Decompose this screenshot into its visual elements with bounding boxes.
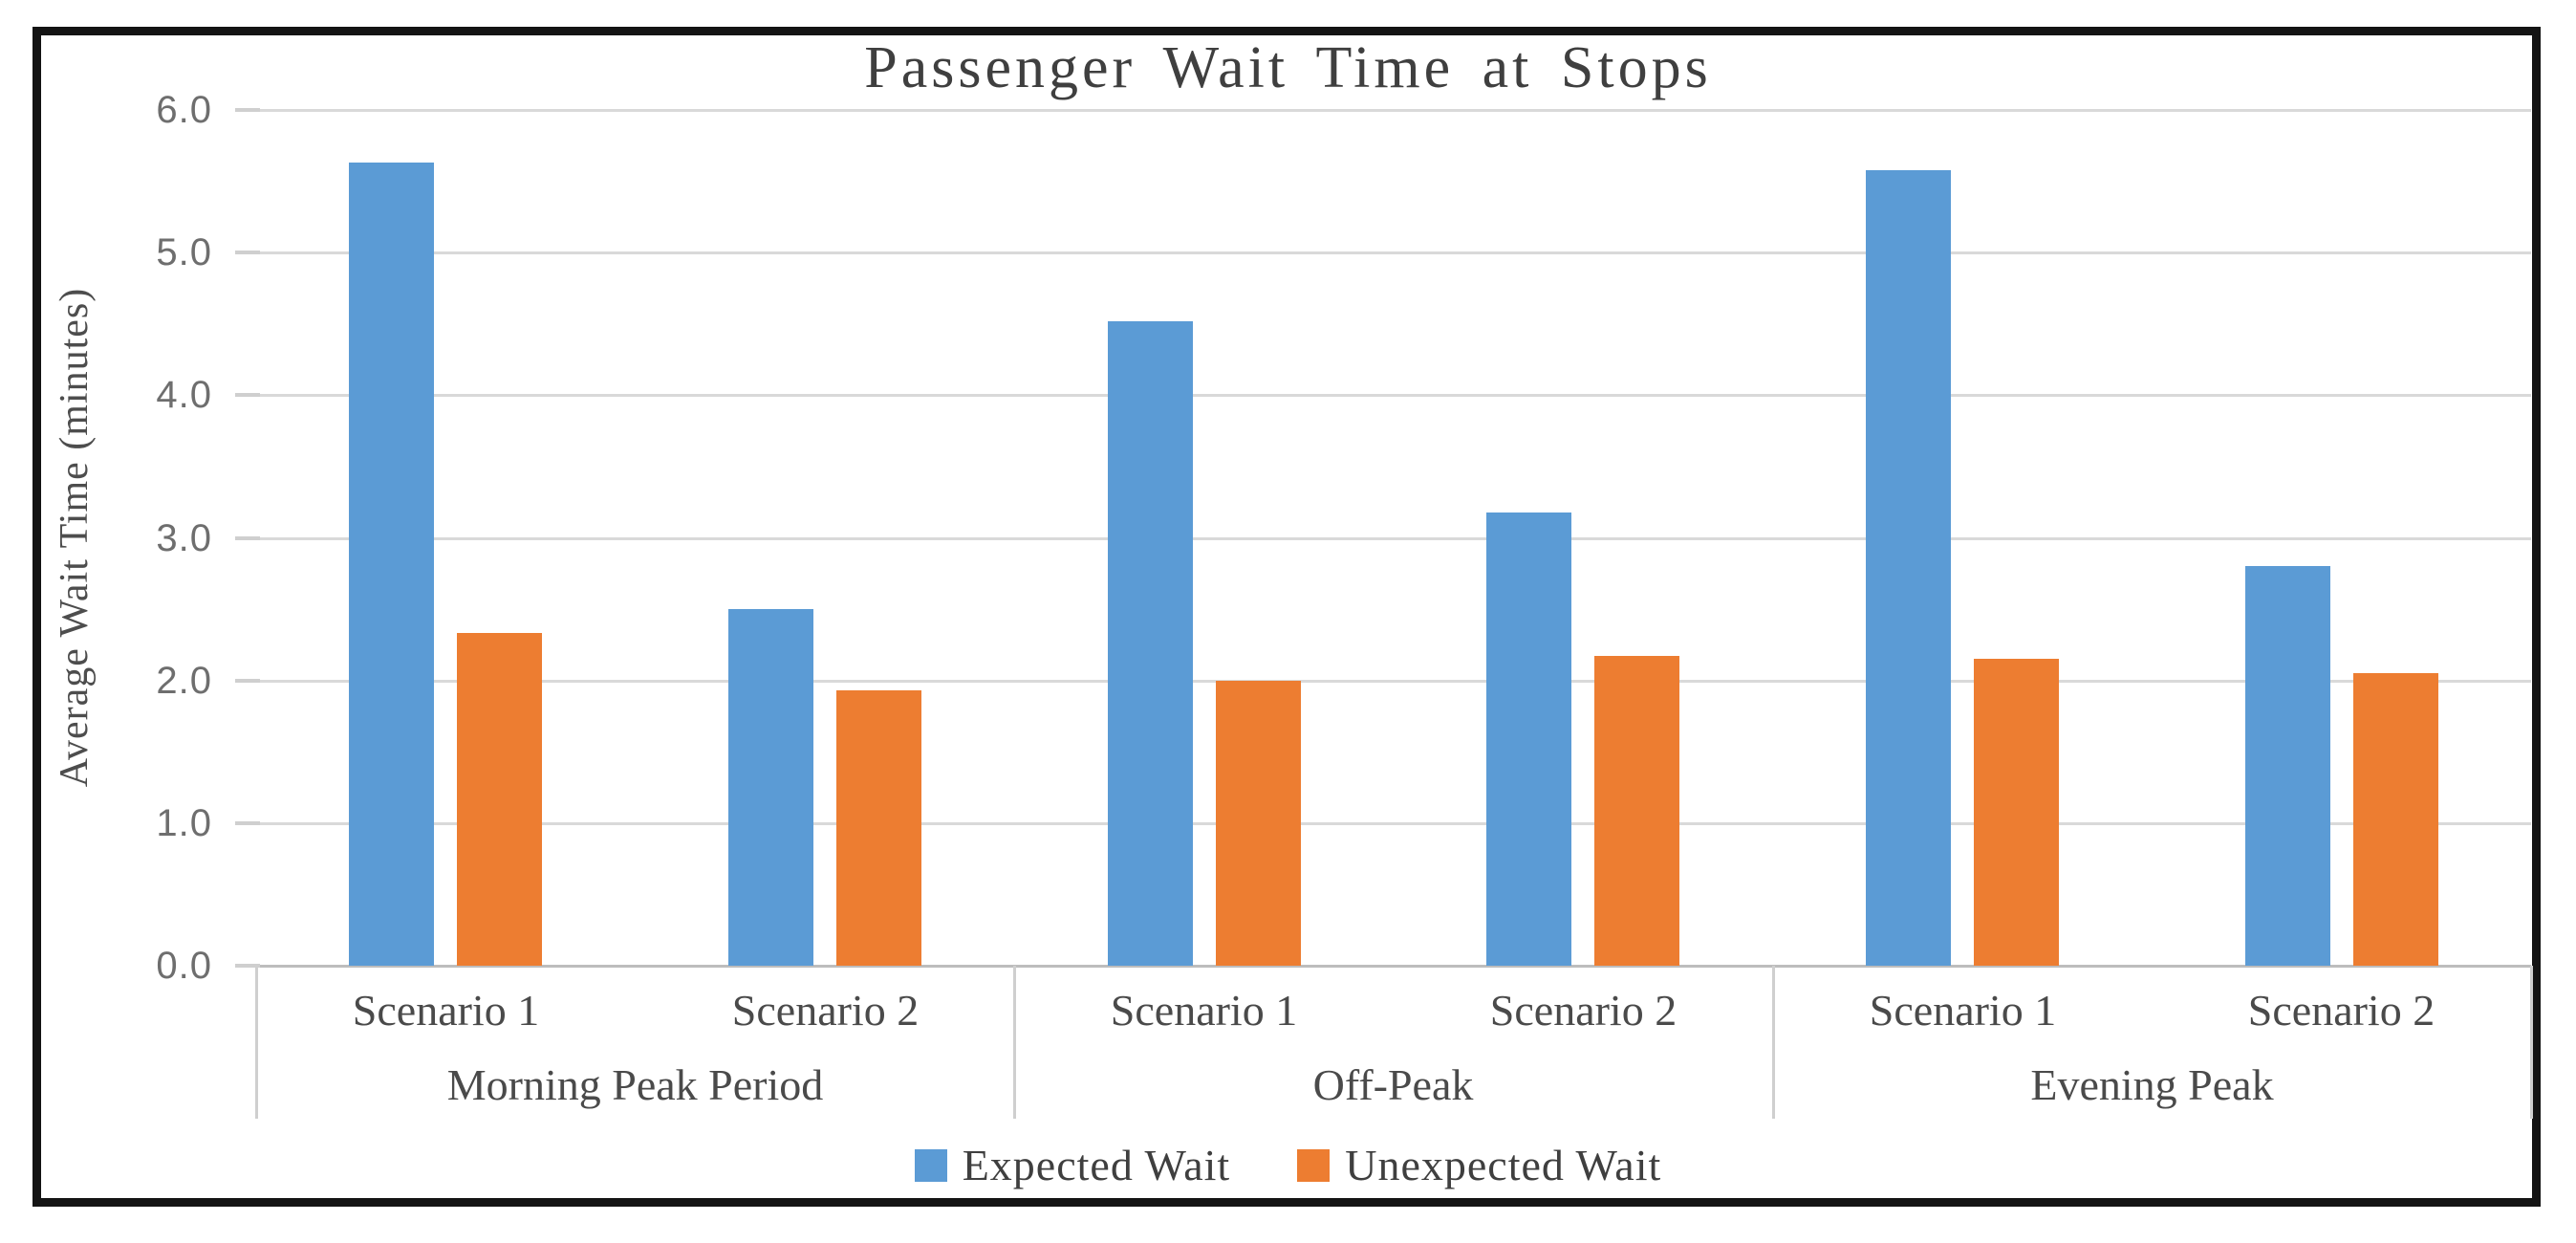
bar-expected-wait	[728, 609, 813, 966]
chart-outer-frame	[32, 27, 2541, 1207]
legend-item-unexpected-wait: Unexpected Wait	[1297, 1140, 1661, 1190]
gridline	[256, 109, 2531, 112]
bar-unexpected-wait	[1594, 656, 1679, 966]
x-axis-line	[256, 965, 2531, 968]
category-label-scenario: Scenario 1	[1110, 986, 1298, 1035]
category-axis-divider	[1013, 966, 1016, 1119]
category-group-label: Evening Peak	[2030, 1060, 2274, 1109]
bar-unexpected-wait	[836, 690, 921, 966]
category-group-label: Off-Peak	[1312, 1060, 1474, 1109]
y-tick-label: 2.0	[156, 660, 212, 702]
legend-item-expected-wait: Expected Wait	[914, 1140, 1231, 1190]
expected-wait-swatch-icon	[914, 1148, 947, 1182]
y-tick-label: 5.0	[156, 231, 212, 273]
gridline	[256, 394, 2531, 397]
bar-expected-wait	[1108, 321, 1193, 966]
category-axis-divider	[1772, 966, 1775, 1119]
unexpected-wait-swatch-icon	[1297, 1148, 1331, 1182]
category-group-label: Morning Peak Period	[446, 1060, 824, 1109]
category-label-scenario: Scenario 1	[352, 986, 540, 1035]
plot-area	[256, 109, 2531, 968]
y-tick-label: 0.0	[156, 945, 212, 987]
y-axis-tick	[235, 251, 260, 254]
legend: Expected Wait Unexpected Wait	[0, 1140, 2576, 1190]
y-axis-tick	[235, 964, 260, 968]
category-label-scenario: Scenario 2	[731, 986, 920, 1035]
gridline	[256, 251, 2531, 254]
y-axis-tick	[235, 679, 260, 683]
category-axis-divider	[2530, 966, 2533, 1119]
category-label-scenario: Scenario 2	[1489, 986, 1678, 1035]
bar-expected-wait	[1866, 170, 1951, 966]
category-label-scenario: Scenario 2	[2247, 986, 2435, 1035]
gridline	[256, 822, 2531, 825]
category-axis-divider	[255, 966, 258, 1119]
y-axis-tick	[235, 821, 260, 825]
gridline	[256, 537, 2531, 540]
y-tick-label: 6.0	[156, 89, 212, 131]
legend-label: Unexpected Wait	[1345, 1141, 1662, 1189]
bar-unexpected-wait	[1974, 659, 2059, 966]
bar-expected-wait	[1486, 512, 1571, 966]
bar-expected-wait	[349, 163, 434, 966]
y-tick-label: 3.0	[156, 517, 212, 559]
y-tick-label: 4.0	[156, 374, 212, 416]
y-axis-tick	[235, 108, 260, 112]
legend-label: Expected Wait	[962, 1141, 1231, 1189]
category-label-scenario: Scenario 1	[1869, 986, 2057, 1035]
y-axis-tick	[235, 393, 260, 397]
gridline	[256, 680, 2531, 683]
y-tick-label: 1.0	[156, 802, 212, 844]
y-axis-tick	[235, 536, 260, 540]
bar-unexpected-wait	[457, 633, 542, 966]
bar-unexpected-wait	[1216, 681, 1301, 966]
bar-expected-wait	[2245, 566, 2330, 966]
bar-unexpected-wait	[2353, 673, 2438, 966]
chart-title: Passenger Wait Time at Stops	[864, 35, 1712, 100]
